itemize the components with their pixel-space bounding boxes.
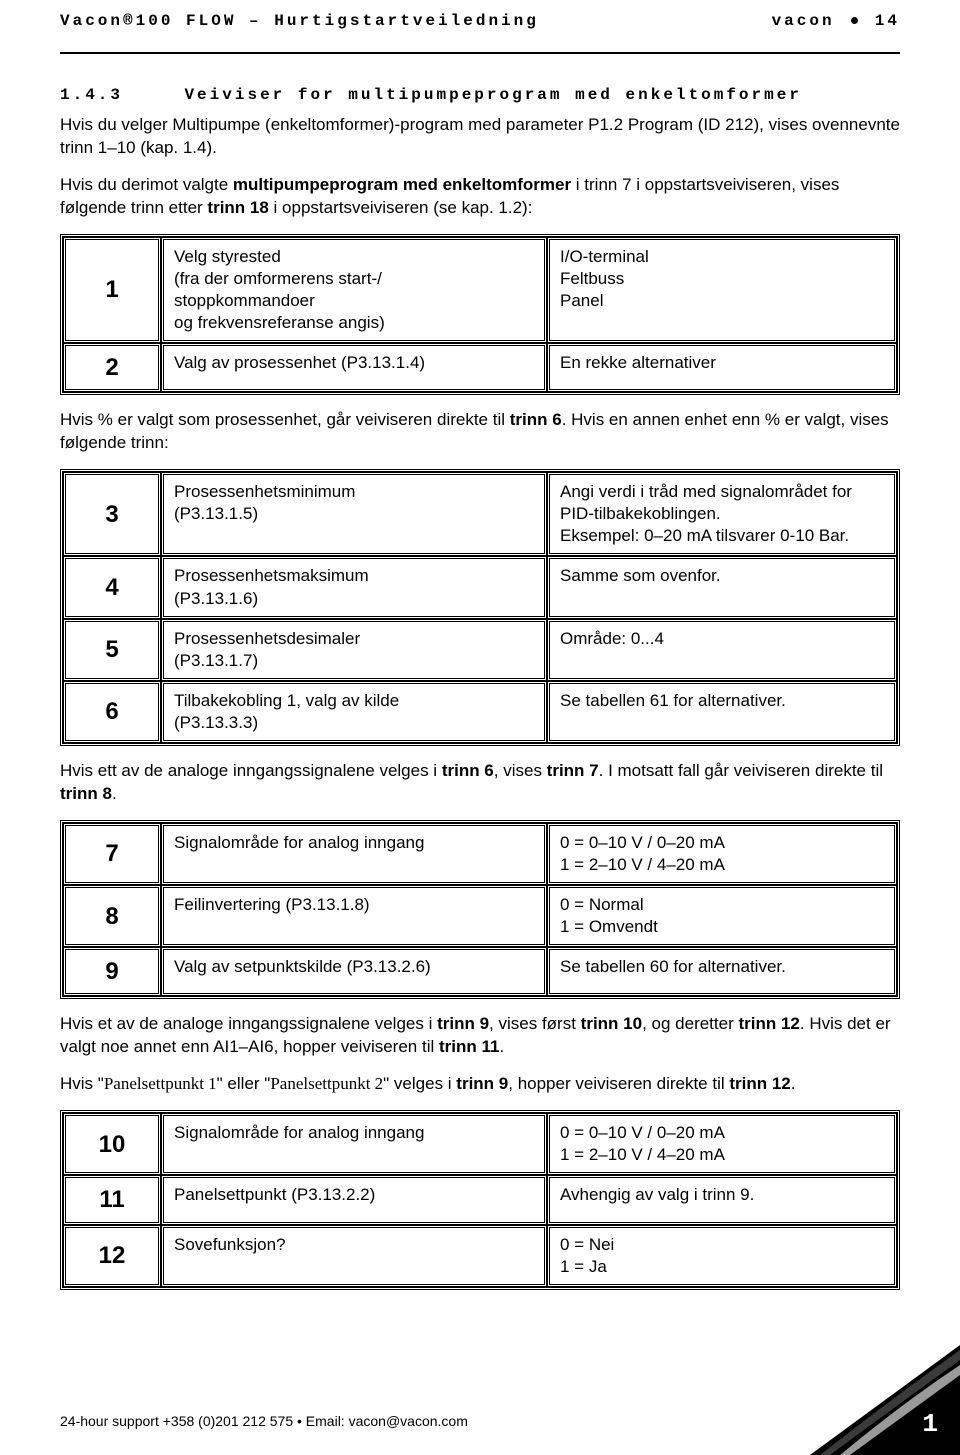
step-desc: Signalområde for analog inngang bbox=[161, 1113, 547, 1175]
table-row: 7Signalområde for analog inngang0 = 0–10… bbox=[63, 823, 897, 885]
paragraph-4: Hvis ett av de analoge inngangssignalene… bbox=[60, 760, 900, 806]
step-options: Se tabellen 60 for alternativer. bbox=[547, 947, 897, 996]
step-desc: Sovefunksjon? bbox=[161, 1225, 547, 1287]
step-number: 1 bbox=[63, 237, 161, 343]
dot-icon bbox=[851, 17, 858, 24]
step-desc: Signalområde for analog inngang bbox=[161, 823, 547, 885]
step-number: 3 bbox=[63, 472, 161, 556]
section-number: 1.4.3 bbox=[60, 86, 180, 104]
step-desc: Velg styrested(fra der omformerens start… bbox=[161, 237, 547, 343]
table-row: 5Prosessenhetsdesimaler(P3.13.1.7)Område… bbox=[63, 619, 897, 681]
header-left: Vacon®100 FLOW – Hurtigstartveiledning bbox=[60, 12, 539, 30]
step-options: 0 = Normal1 = Omvendt bbox=[547, 885, 897, 947]
step-number: 5 bbox=[63, 619, 161, 681]
paragraph-5: Hvis et av de analoge inngangssignalene … bbox=[60, 1013, 900, 1059]
table-4: 10Signalområde for analog inngang0 = 0–1… bbox=[60, 1110, 900, 1290]
step-options: Angi verdi i tråd med signalområdet for … bbox=[547, 472, 897, 556]
table-row: 6Tilbakekobling 1, valg av kilde(P3.13.3… bbox=[63, 681, 897, 743]
table-row: 11Panelsettpunkt (P3.13.2.2)Avhengig av … bbox=[63, 1175, 897, 1224]
table-1: 1Velg styrested(fra der omformerens star… bbox=[60, 234, 900, 396]
table-row: 9Valg av setpunktskilde (P3.13.2.6)Se ta… bbox=[63, 947, 897, 996]
paragraph-2: Hvis du derimot valgte multipumpeprogram… bbox=[60, 174, 900, 220]
step-number: 7 bbox=[63, 823, 161, 885]
table-row: 3Prosessenhetsminimum(P3.13.1.5)Angi ver… bbox=[63, 472, 897, 556]
step-number: 10 bbox=[63, 1113, 161, 1175]
step-options: Se tabellen 61 for alternativer. bbox=[547, 681, 897, 743]
step-options: 0 = 0–10 V / 0–20 mA1 = 2–10 V / 4–20 mA bbox=[547, 823, 897, 885]
step-options: 0 = Nei1 = Ja bbox=[547, 1225, 897, 1287]
table-row: 4Prosessenhetsmaksimum(P3.13.1.6)Samme s… bbox=[63, 556, 897, 618]
step-desc: Valg av prosessenhet (P3.13.1.4) bbox=[161, 343, 547, 392]
header-right-suffix: 14 bbox=[875, 12, 900, 30]
step-options: En rekke alternativer bbox=[547, 343, 897, 392]
step-number: 12 bbox=[63, 1225, 161, 1287]
header-right: vacon 14 bbox=[772, 12, 900, 30]
step-desc: Valg av setpunktskilde (P3.13.2.6) bbox=[161, 947, 547, 996]
table-row: 1Velg styrested(fra der omformerens star… bbox=[63, 237, 897, 343]
table-row: 8Feilinvertering (P3.13.1.8)0 = Normal1 … bbox=[63, 885, 897, 947]
step-options: Område: 0...4 bbox=[547, 619, 897, 681]
paragraph-1: Hvis du velger Multipumpe (enkeltomforme… bbox=[60, 114, 900, 160]
step-desc: Prosessenhetsmaksimum(P3.13.1.6) bbox=[161, 556, 547, 618]
section-title: Veiviser for multipumpeprogram med enkel… bbox=[184, 86, 801, 104]
step-number: 4 bbox=[63, 556, 161, 618]
step-options: 0 = 0–10 V / 0–20 mA1 = 2–10 V / 4–20 mA bbox=[547, 1113, 897, 1175]
table-row: 12Sovefunksjon?0 = Nei1 = Ja bbox=[63, 1225, 897, 1287]
step-desc: Tilbakekobling 1, valg av kilde(P3.13.3.… bbox=[161, 681, 547, 743]
table-2: 3Prosessenhetsminimum(P3.13.1.5)Angi ver… bbox=[60, 469, 900, 746]
step-desc: Prosessenhetsdesimaler(P3.13.1.7) bbox=[161, 619, 547, 681]
step-desc: Panelsettpunkt (P3.13.2.2) bbox=[161, 1175, 547, 1224]
step-number: 8 bbox=[63, 885, 161, 947]
table-row: 2Valg av prosessenhet (P3.13.1.4)En rekk… bbox=[63, 343, 897, 392]
footer-support: 24-hour support +358 (0)201 212 575 • Em… bbox=[60, 1413, 468, 1429]
step-options: I/O-terminalFeltbussPanel bbox=[547, 237, 897, 343]
paragraph-3: Hvis % er valgt som prosessenhet, går ve… bbox=[60, 409, 900, 455]
step-options: Samme som ovenfor. bbox=[547, 556, 897, 618]
step-desc: Prosessenhetsminimum(P3.13.1.5) bbox=[161, 472, 547, 556]
step-number: 2 bbox=[63, 343, 161, 392]
step-desc: Feilinvertering (P3.13.1.8) bbox=[161, 885, 547, 947]
page-number: 1 bbox=[922, 1409, 938, 1439]
header-right-prefix: vacon bbox=[772, 12, 835, 30]
paragraph-6: Hvis "Panelsettpunkt 1" eller "Panelsett… bbox=[60, 1073, 900, 1096]
section-heading: 1.4.3 Veiviser for multipumpeprogram med… bbox=[60, 86, 900, 104]
step-number: 9 bbox=[63, 947, 161, 996]
table-row: 10Signalområde for analog inngang0 = 0–1… bbox=[63, 1113, 897, 1175]
page-header: Vacon®100 FLOW – Hurtigstartveiledning v… bbox=[60, 0, 900, 54]
step-number: 11 bbox=[63, 1175, 161, 1224]
step-number: 6 bbox=[63, 681, 161, 743]
table-3: 7Signalområde for analog inngang0 = 0–10… bbox=[60, 820, 900, 1000]
step-options: Avhengig av valg i trinn 9. bbox=[547, 1175, 897, 1224]
